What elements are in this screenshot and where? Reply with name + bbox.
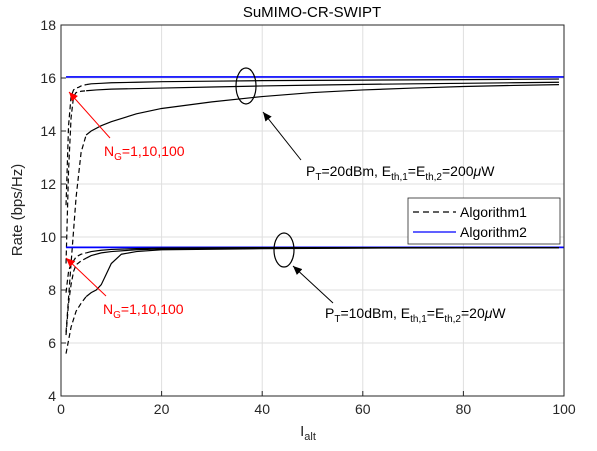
series-line-algorithm1: [85, 247, 559, 298]
series-line-algorithm1-dashed: [65, 90, 87, 264]
y-tick-label: 4: [48, 388, 56, 404]
x-tick-label: 20: [154, 401, 170, 417]
y-tick-label: 18: [40, 17, 56, 33]
chart-title: SuMIMO-CR-SWIPT: [243, 4, 381, 21]
annotation-20dbm: PT=20dBm, Eth,1=Eth,2=200μW: [306, 163, 495, 183]
series-line-algorithm1-dashed: [65, 134, 87, 333]
ng-arrow-lower: [65, 257, 107, 297]
x-axis-label: Ialt: [300, 423, 316, 443]
y-tick-label: 14: [40, 123, 56, 139]
x-tick-label: 60: [355, 401, 371, 417]
annotation-arrow-10dbm: [292, 265, 334, 304]
series-line-algorithm1-dashed: [65, 84, 87, 206]
y-tick-label: 6: [48, 335, 56, 351]
x-axis-label-main: I: [300, 423, 304, 440]
y-axis-label: Rate (bps/Hz): [9, 164, 26, 257]
legend: Algorithm1 Algorithm2: [407, 197, 561, 245]
x-tick-label: 80: [456, 401, 472, 417]
series-layer: [65, 76, 564, 354]
x-axis-label-sub: alt: [304, 431, 316, 443]
axis-ticks: 0 20 40 60 80 100 4 6 8 10 12 14 16 18: [40, 17, 575, 417]
y-tick-label: 8: [48, 282, 56, 298]
ng-label-upper: NG=1,10,100: [104, 143, 185, 163]
legend-label-algorithm2: Algorithm2: [460, 224, 527, 240]
legend-label-algorithm1: Algorithm1: [460, 204, 527, 220]
y-tick-label: 10: [40, 229, 56, 245]
x-tick-label: 100: [552, 401, 576, 417]
ng-arrow-upper: [68, 91, 111, 139]
group-ellipse-20dbm: [235, 67, 257, 105]
plot-frame: [60, 24, 565, 397]
group-ellipse-10dbm: [273, 232, 295, 268]
y-tick-label: 12: [40, 176, 56, 192]
series-line-algorithm1: [86, 81, 559, 92]
annotation-arrow-20dbm: [262, 111, 302, 161]
x-tick-label: 40: [254, 401, 270, 417]
annotation-10dbm: PT=10dBm, Eth,1=Eth,2=20μW: [325, 305, 506, 325]
legend-box: [407, 197, 561, 245]
series-line-algorithm1-dashed: [65, 296, 87, 354]
series-line-algorithm1: [85, 84, 559, 136]
series-line-algorithm1-dashed: [65, 257, 87, 336]
ng-label-lower: NG=1,10,100: [103, 301, 184, 321]
series-line-algorithm1: [86, 78, 559, 86]
x-tick-label: 0: [57, 401, 65, 417]
y-tick-label: 16: [40, 70, 56, 86]
